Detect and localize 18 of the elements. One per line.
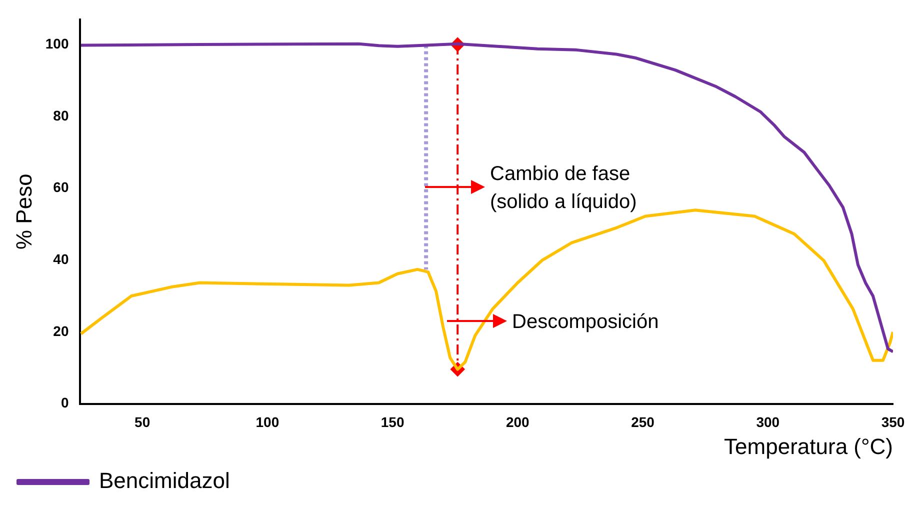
y-tick-label: 100 bbox=[45, 35, 69, 52]
x-axis-title: Temperatura (°C) bbox=[724, 434, 893, 459]
legend-label: Bencimidazol bbox=[99, 468, 230, 494]
y-axis-title: % Peso bbox=[11, 174, 36, 250]
y-tick-label: 80 bbox=[53, 107, 69, 124]
x-tick-label: 350 bbox=[881, 414, 905, 430]
y-tick-label: 40 bbox=[53, 250, 69, 267]
x-tick-label: 250 bbox=[631, 414, 655, 430]
x-tick-label: 300 bbox=[756, 414, 780, 430]
annotation: Cambio de fase (solido a líquido) bbox=[490, 162, 637, 215]
y-tick-label: 60 bbox=[53, 179, 69, 196]
y-tick-label: 20 bbox=[53, 322, 69, 339]
y-tick-label: 0 bbox=[60, 394, 69, 411]
x-tick-label: 200 bbox=[506, 414, 530, 430]
annotation: Descomposición bbox=[512, 310, 659, 335]
x-tick-label: 150 bbox=[380, 414, 404, 430]
x-tick-label: 50 bbox=[134, 414, 150, 430]
x-tick-label: 100 bbox=[256, 414, 280, 430]
